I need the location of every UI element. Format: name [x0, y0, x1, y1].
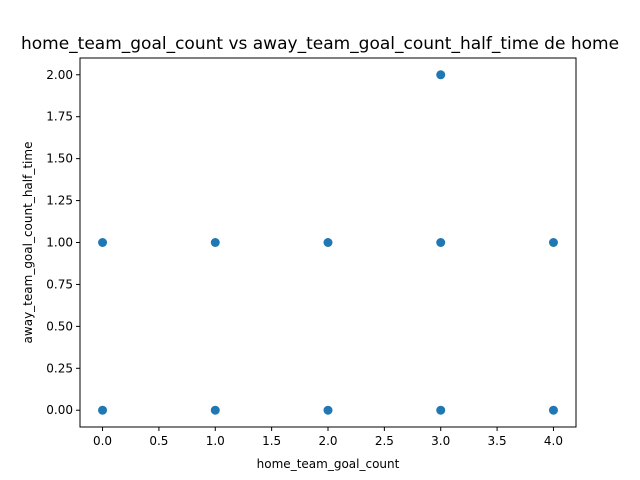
x-tick-label: 1.5 — [262, 434, 281, 448]
x-tick-label: 1.0 — [206, 434, 225, 448]
y-tick-label: 0.75 — [46, 277, 73, 291]
y-tick-label: 1.00 — [46, 236, 73, 250]
y-tick-label: 0.00 — [46, 403, 73, 417]
data-point — [98, 405, 108, 415]
data-point — [323, 405, 333, 415]
chart-title: home_team_goal_count vs away_team_goal_c… — [21, 34, 619, 54]
data-point — [98, 238, 108, 247]
x-axis: 0.0 0.5 1.0 1.5 2.0 2.5 3.0 3.5 4.0 — [93, 427, 563, 448]
data-point — [323, 238, 333, 247]
x-axis-label: home_team_goal_count — [257, 457, 400, 471]
y-axis-label: away_team_goal_count_half_time — [21, 142, 35, 344]
y-tick-label: 0.50 — [46, 319, 73, 333]
data-point — [436, 405, 446, 415]
data-point — [436, 70, 446, 80]
data-point — [210, 405, 220, 415]
x-tick-label: 3.5 — [488, 434, 507, 448]
y-tick-label: 1.25 — [46, 194, 73, 208]
data-point — [548, 405, 558, 415]
x-tick-label: 4.0 — [544, 434, 563, 448]
x-tick-label: 2.0 — [318, 434, 337, 448]
data-point — [436, 238, 446, 247]
y-tick-label: 0.25 — [46, 361, 73, 375]
y-tick-label: 1.50 — [46, 152, 73, 166]
data-point — [548, 238, 558, 247]
x-tick-label: 2.5 — [375, 434, 394, 448]
x-tick-label: 0.5 — [149, 434, 168, 448]
x-tick-label: 0.0 — [93, 434, 112, 448]
data-point — [210, 238, 220, 247]
y-tick-label: 2.00 — [46, 68, 73, 82]
points-layer — [98, 70, 558, 415]
y-tick-label: 1.75 — [46, 110, 73, 124]
x-tick-label: 3.0 — [431, 434, 450, 448]
y-axis: 0.00 0.25 0.50 0.75 1.00 1.25 1.50 1.75 2.00 — [46, 68, 80, 417]
